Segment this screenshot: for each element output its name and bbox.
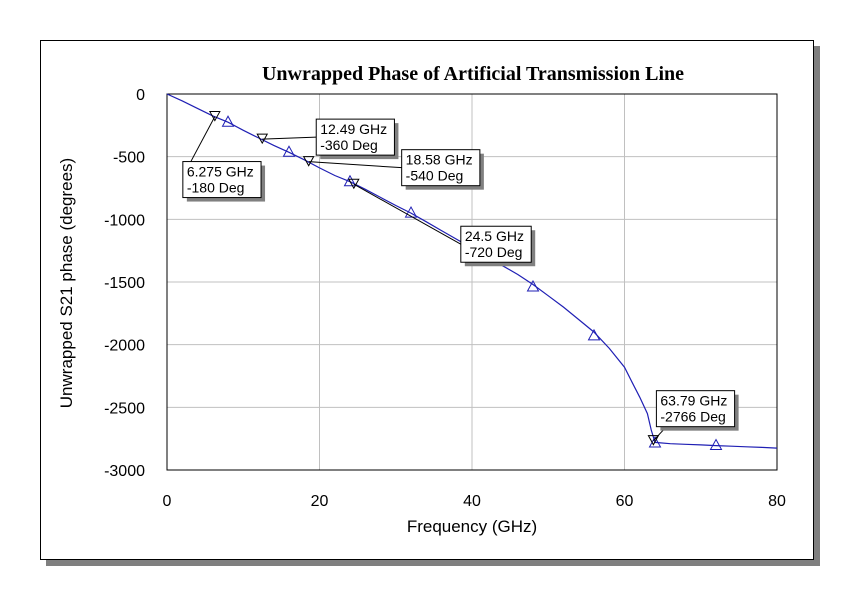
x-tick-label: 60	[616, 493, 634, 510]
marker-phase-label: -720 Deg	[465, 244, 523, 260]
marker-phase-label: -360 Deg	[320, 137, 378, 153]
y-tick-label: 0	[136, 87, 145, 104]
series-marker-triangle	[526, 279, 540, 292]
chart-frame	[40, 40, 814, 560]
marker-triangle	[256, 133, 269, 145]
y-tick-labels: 0 -500 -1000 -1500 -2000 -2500 -3000	[104, 87, 145, 480]
x-axis-label: Frequency (GHz)	[407, 517, 537, 536]
marker-frequency-label: 18.58 GHz	[406, 152, 473, 168]
marker-box	[460, 225, 532, 263]
series-marker-triangle	[221, 115, 235, 127]
series-marker-triangle	[404, 206, 418, 218]
series-marker-triangle	[709, 438, 723, 451]
annotation-markers: 6.275 GHz-180 Deg 12.49 GHz-360 Deg 18.58 …	[182, 111, 739, 446]
series-marker-triangle	[343, 174, 357, 187]
marker-triangle	[302, 156, 315, 167]
marker-connector	[190, 116, 216, 162]
marker-frequency-label: 6.275 GHz	[187, 164, 254, 180]
y-tick-label: -1500	[104, 275, 145, 292]
marker-phase-label: -2766 Deg	[660, 409, 725, 425]
marker-triangle	[208, 111, 221, 122]
marker-box	[401, 149, 481, 187]
x-tick-label: 20	[311, 493, 329, 510]
marker-connector	[353, 183, 462, 245]
marker-triangle	[347, 178, 360, 190]
plot-area	[166, 93, 778, 471]
series-marker-triangle	[587, 328, 601, 341]
marker-frequency-label: 24.5 GHz	[465, 228, 524, 244]
series-marker-triangle	[282, 145, 296, 157]
marker-connector	[308, 161, 402, 169]
marker-triangle	[647, 435, 660, 446]
chart-title: Unwrapped Phase of Artificial Transmissi…	[262, 63, 684, 85]
marker-box	[315, 118, 395, 156]
y-tick-label: -1000	[104, 212, 145, 229]
y-tick-label: -3000	[104, 463, 145, 480]
marker-phase-label: -540 Deg	[406, 168, 464, 184]
marker-phase-label: -180 Deg	[187, 180, 245, 196]
y-tick-label: -500	[113, 150, 145, 167]
y-tick-label: -2500	[104, 400, 145, 417]
x-tick-label: 40	[463, 493, 481, 510]
marker-frequency-label: 63.79 GHz	[660, 393, 727, 409]
y-tick-label: -2000	[104, 338, 145, 355]
x-tick-label: 0	[163, 493, 172, 510]
marker-connector	[262, 136, 317, 140]
marker-frequency-label: 12.49 GHz	[320, 121, 387, 137]
marker-box	[655, 390, 736, 428]
x-tick-label: 80	[768, 493, 786, 510]
marker-box	[182, 161, 262, 199]
y-axis-label: Unwrapped S21 phase (degrees)	[57, 158, 76, 408]
x-tick-labels: 0 20 40 60 80	[163, 493, 786, 510]
